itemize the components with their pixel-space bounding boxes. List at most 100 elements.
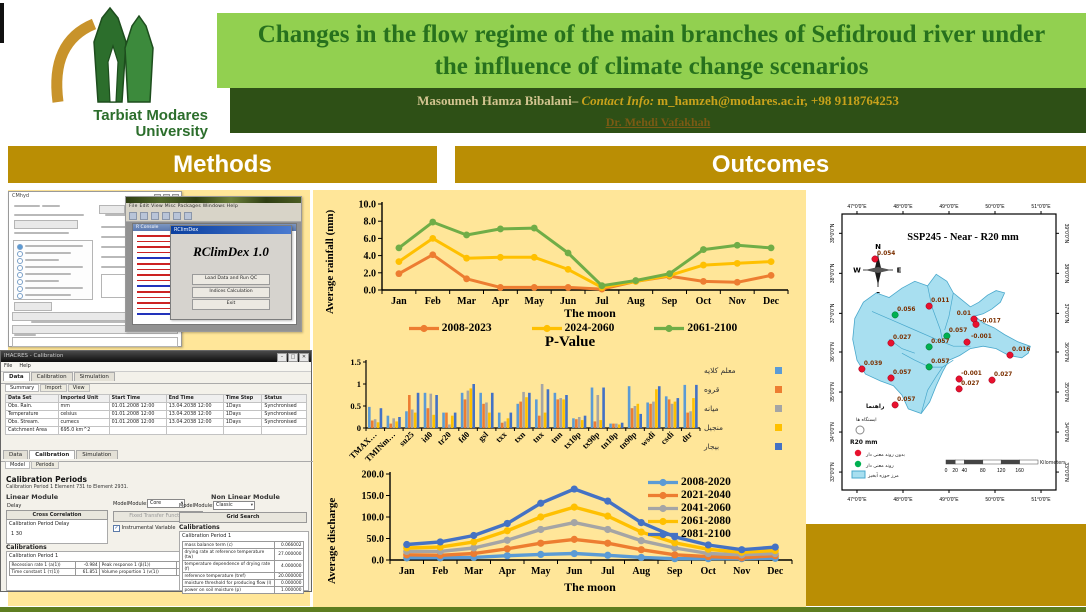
exit-button[interactable]: Exit: [192, 299, 270, 310]
rainfall-ylabel: Average rainfall (mm): [324, 209, 336, 314]
column-header: End Time: [165, 394, 224, 403]
minimize-icon[interactable]: –: [277, 353, 287, 362]
discharge-svg: 0.0 50.0 100.0 150.0 200.0 Jan Feb Mar Apr May Jun…: [362, 470, 793, 577]
indices-calculation-button[interactable]: Indices Calculation: [192, 286, 270, 298]
svg-text:Apr: Apr: [499, 566, 517, 577]
legend-item: 2061-2080: [648, 515, 731, 527]
bar: [522, 391, 525, 428]
logo-area: Tarbiat Modares University: [0, 0, 217, 145]
tab-view[interactable]: View: [67, 384, 90, 392]
close-icon[interactable]: ✕: [299, 353, 309, 362]
series-line-2024-2060: [398, 236, 772, 289]
ihacres-menubar[interactable]: File Help: [1, 362, 311, 372]
bar: [516, 403, 520, 428]
station-value: 0.054: [877, 251, 895, 257]
bar: [596, 395, 600, 428]
discharge-legend: 2008-2020 2021-2040 2041-2060 2061-2080 2081…: [648, 476, 731, 540]
station-value: -0.001: [971, 334, 992, 340]
ihacres-subtabs: Summary Import View: [1, 384, 311, 393]
model-module2-select[interactable]: Classic: [213, 501, 255, 510]
tab-data[interactable]: Data: [3, 372, 30, 381]
bar: [652, 401, 655, 428]
bar: [535, 399, 538, 428]
contact-value: m_hamzeh@modares.ac.ir, +98 9118764253: [657, 93, 899, 108]
instrumental-variable-checkbox[interactable]: ✓ Instrumental Variable: [113, 525, 176, 532]
svg-text:20: 20: [952, 468, 958, 474]
rclimdex-titlebar: RClimDex: [171, 226, 291, 234]
bar: [426, 408, 430, 428]
methods-title: Methods: [173, 150, 272, 178]
legend-item: 2081-2100: [648, 528, 731, 540]
svg-text:Jul: Jul: [601, 566, 615, 577]
svg-text:Mar: Mar: [457, 296, 476, 307]
grid-search-button[interactable]: Grid Search: [179, 512, 307, 523]
tab-summary[interactable]: Summary: [5, 384, 40, 392]
table-row: Temperature celsius 01.01.2008 12:00 13.04.…: [5, 410, 307, 419]
discharge-ylabel: Average discharge: [326, 497, 338, 584]
calibrations-label-2: Calibrations: [179, 524, 220, 531]
menu-file[interactable]: File: [4, 363, 13, 369]
svg-text:txn: txn: [512, 429, 528, 445]
station-dot: [858, 365, 866, 373]
bar: [453, 412, 457, 428]
maximize-icon[interactable]: □: [288, 353, 298, 362]
tab-data[interactable]: Data: [3, 450, 29, 459]
bar: [373, 419, 377, 428]
param-row: reference temperature (tref) 20.000000: [182, 572, 304, 580]
delay-table-header: Calibration Period Delay: [9, 521, 70, 527]
param-row: Recession rate 1 (a(1)) -0.984 Peak respon…: [8, 561, 198, 569]
tab-calibration[interactable]: Calibration: [30, 372, 73, 381]
menu-help[interactable]: Help: [19, 363, 31, 369]
station-dot: [887, 374, 895, 382]
param-row: drying rate at reference temperature (tw…: [182, 548, 304, 561]
station-value: 0.011: [931, 298, 949, 304]
station-value: 0.027: [961, 381, 979, 387]
tab-periods[interactable]: Periods: [31, 461, 60, 469]
svg-text:160: 160: [1015, 468, 1024, 474]
series-line-2081-2100: [406, 487, 776, 552]
boundary-icon: [851, 470, 866, 479]
bar: [395, 421, 398, 428]
ihacres-window-controls[interactable]: – □ ✕: [277, 353, 309, 362]
bar: [620, 422, 624, 428]
bar: [553, 392, 557, 428]
series-line-2021-2040: [406, 537, 776, 560]
tab-calibration[interactable]: Calibration: [29, 450, 76, 459]
ihacres-tabs: Data Calibration Simulation: [1, 372, 311, 384]
rgui-menubar[interactable]: File Edit View Misc Packages Windows Hel…: [126, 203, 301, 211]
rgui-toolbar[interactable]: [126, 211, 301, 222]
bar: [463, 399, 467, 428]
svg-text:0.0: 0.0: [372, 556, 385, 567]
bar: [602, 387, 605, 428]
cross-correlation-button[interactable]: Cross Correlation: [6, 510, 108, 520]
load-data-and-run-qc-button[interactable]: Load Data and Run QC: [192, 274, 270, 285]
rclimdex-buttons: Load Data and Run QC Indices Calculation E…: [171, 274, 291, 310]
outcomes-title: Outcomes: [711, 150, 830, 178]
tab-model[interactable]: Model: [5, 461, 31, 469]
station-value: 0.057: [893, 370, 911, 376]
bar: [590, 387, 594, 428]
bar: [583, 415, 587, 428]
river-line: [920, 366, 943, 414]
bar: [546, 389, 550, 428]
bar: [689, 411, 692, 428]
bar: [488, 412, 491, 428]
tab-simulation[interactable]: Simulation: [73, 372, 115, 381]
tab-import[interactable]: Import: [40, 384, 67, 392]
station-dot: [891, 401, 899, 409]
svg-text:Aug: Aug: [627, 296, 645, 307]
author-name: Masoumeh Hamza Bibalani–: [417, 93, 579, 108]
tab-simulation[interactable]: Simulation: [76, 450, 118, 459]
legend-item: 2024-2060: [531, 322, 614, 334]
svg-text:Dec: Dec: [763, 296, 780, 307]
rclimdex-title: RClimDex 1.0: [193, 244, 269, 259]
pvalue-legend: معلم كلايه قروه ميانه منجيل بيجار: [704, 366, 786, 451]
model-module-select[interactable]: Core: [147, 499, 185, 508]
station-dot: [891, 311, 899, 319]
contact-label: Contact Info:: [581, 93, 655, 108]
bar: [556, 399, 560, 428]
station-dot: [925, 363, 933, 371]
svg-text:Feb: Feb: [432, 566, 449, 577]
bar: [442, 412, 445, 428]
